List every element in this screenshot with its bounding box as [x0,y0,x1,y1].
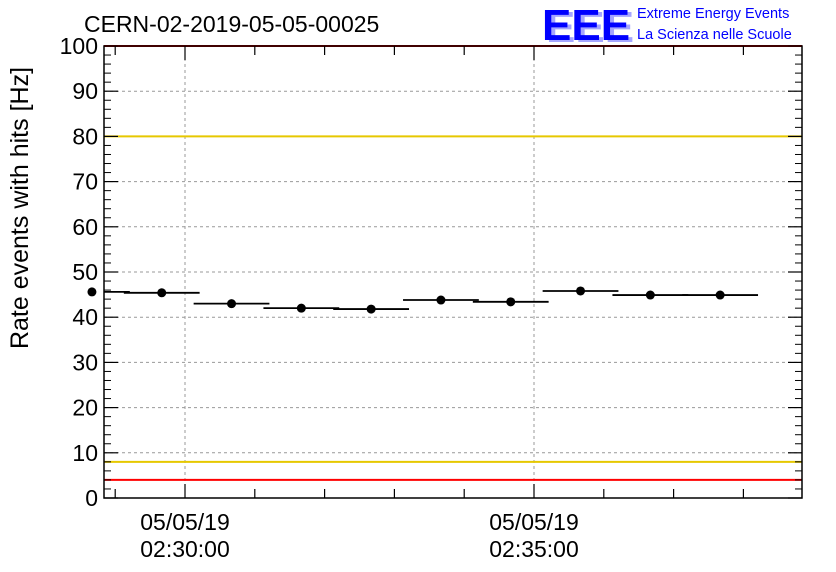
data-point [227,299,237,309]
y-tick-label: 50 [72,259,98,285]
data-point [366,304,376,314]
data-point [715,290,725,300]
y-tick-label: 70 [72,169,98,195]
eee-logo-mark: EEE [546,3,634,52]
eee-logo-mark-front: EEE [542,1,630,50]
eee-logo-line2: La Scienza nelle Scuole [637,27,792,43]
data-point [157,288,167,298]
data-point [506,297,516,307]
chart-title: CERN-02-2019-05-05-00025 [84,11,379,37]
data-point [645,290,655,300]
y-tick-label: 40 [72,304,98,330]
y-axis-label: Rate events with hits [Hz] [6,67,34,349]
x-tick-label-date: 05/05/19 [140,509,230,535]
x-tick-label-time: 02:35:00 [489,536,579,562]
grid-lines [104,46,802,498]
data-point [296,303,306,313]
data-points [87,286,759,314]
y-tick-label: 0 [85,485,98,511]
reference-lines [104,45,802,481]
y-tick-label: 60 [72,214,98,240]
y-tick-label: 30 [72,349,98,375]
y-tick-label: 100 [60,33,98,59]
data-point [436,295,446,305]
y-tick-labels: 0 10 20 30 40 50 60 70 80 90 100 [60,33,98,511]
y-tick-label: 10 [72,440,98,466]
eee-logo-line1: Extreme Energy Events [637,6,789,22]
y-tick-label: 90 [72,78,98,104]
data-point [576,286,586,296]
data-point [87,287,97,297]
eee-logo: EEE EEE Extreme Energy Events La Scienza… [542,1,792,52]
x-tick-label-time: 02:30:00 [140,536,230,562]
x-tick-label-date: 05/05/19 [489,509,579,535]
y-tick-label: 80 [72,123,98,149]
y-tick-label: 20 [72,395,98,421]
plot-frame [103,45,803,499]
